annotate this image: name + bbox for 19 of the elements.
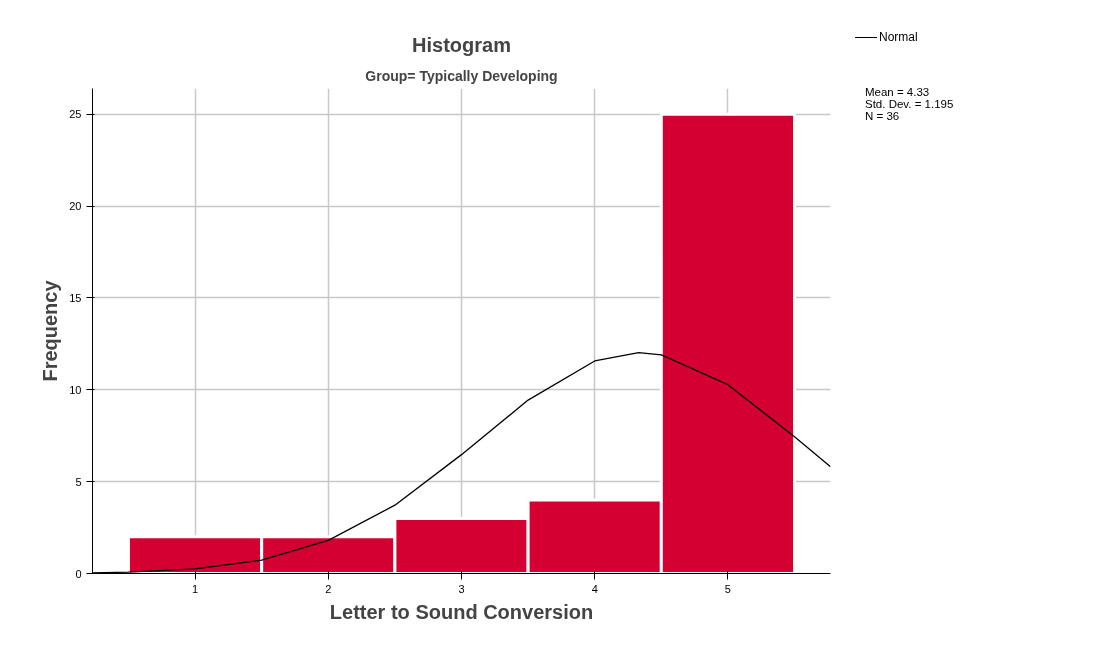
legend-label: Normal [878,29,919,46]
x-tick-label: 3 [458,582,465,595]
x-tick-label: 2 [325,582,332,595]
x-tick-label: 4 [591,582,598,595]
y-tick-label: 20 [69,200,82,213]
x-tick-label: 1 [192,582,199,595]
x-axis-title: Letter to Sound Conversion [329,600,594,623]
y-tick-label: 10 [69,383,82,396]
y-tick-label: 15 [69,291,82,304]
y-axis-title: Frequency [39,279,62,382]
text: Mean = 4.33 [865,86,931,99]
chart-subtitle: Group= Typically Developing [365,67,558,84]
x-tick-label: 5 [724,582,731,595]
text: N = 36 [865,110,901,123]
y-tick-label: 5 [75,475,82,488]
y-tick-label: 25 [69,108,82,121]
y-tick-label: 0 [75,567,82,580]
chart-title: Histogram [412,33,511,56]
text: Std. Dev. = 1.195 [865,98,955,111]
